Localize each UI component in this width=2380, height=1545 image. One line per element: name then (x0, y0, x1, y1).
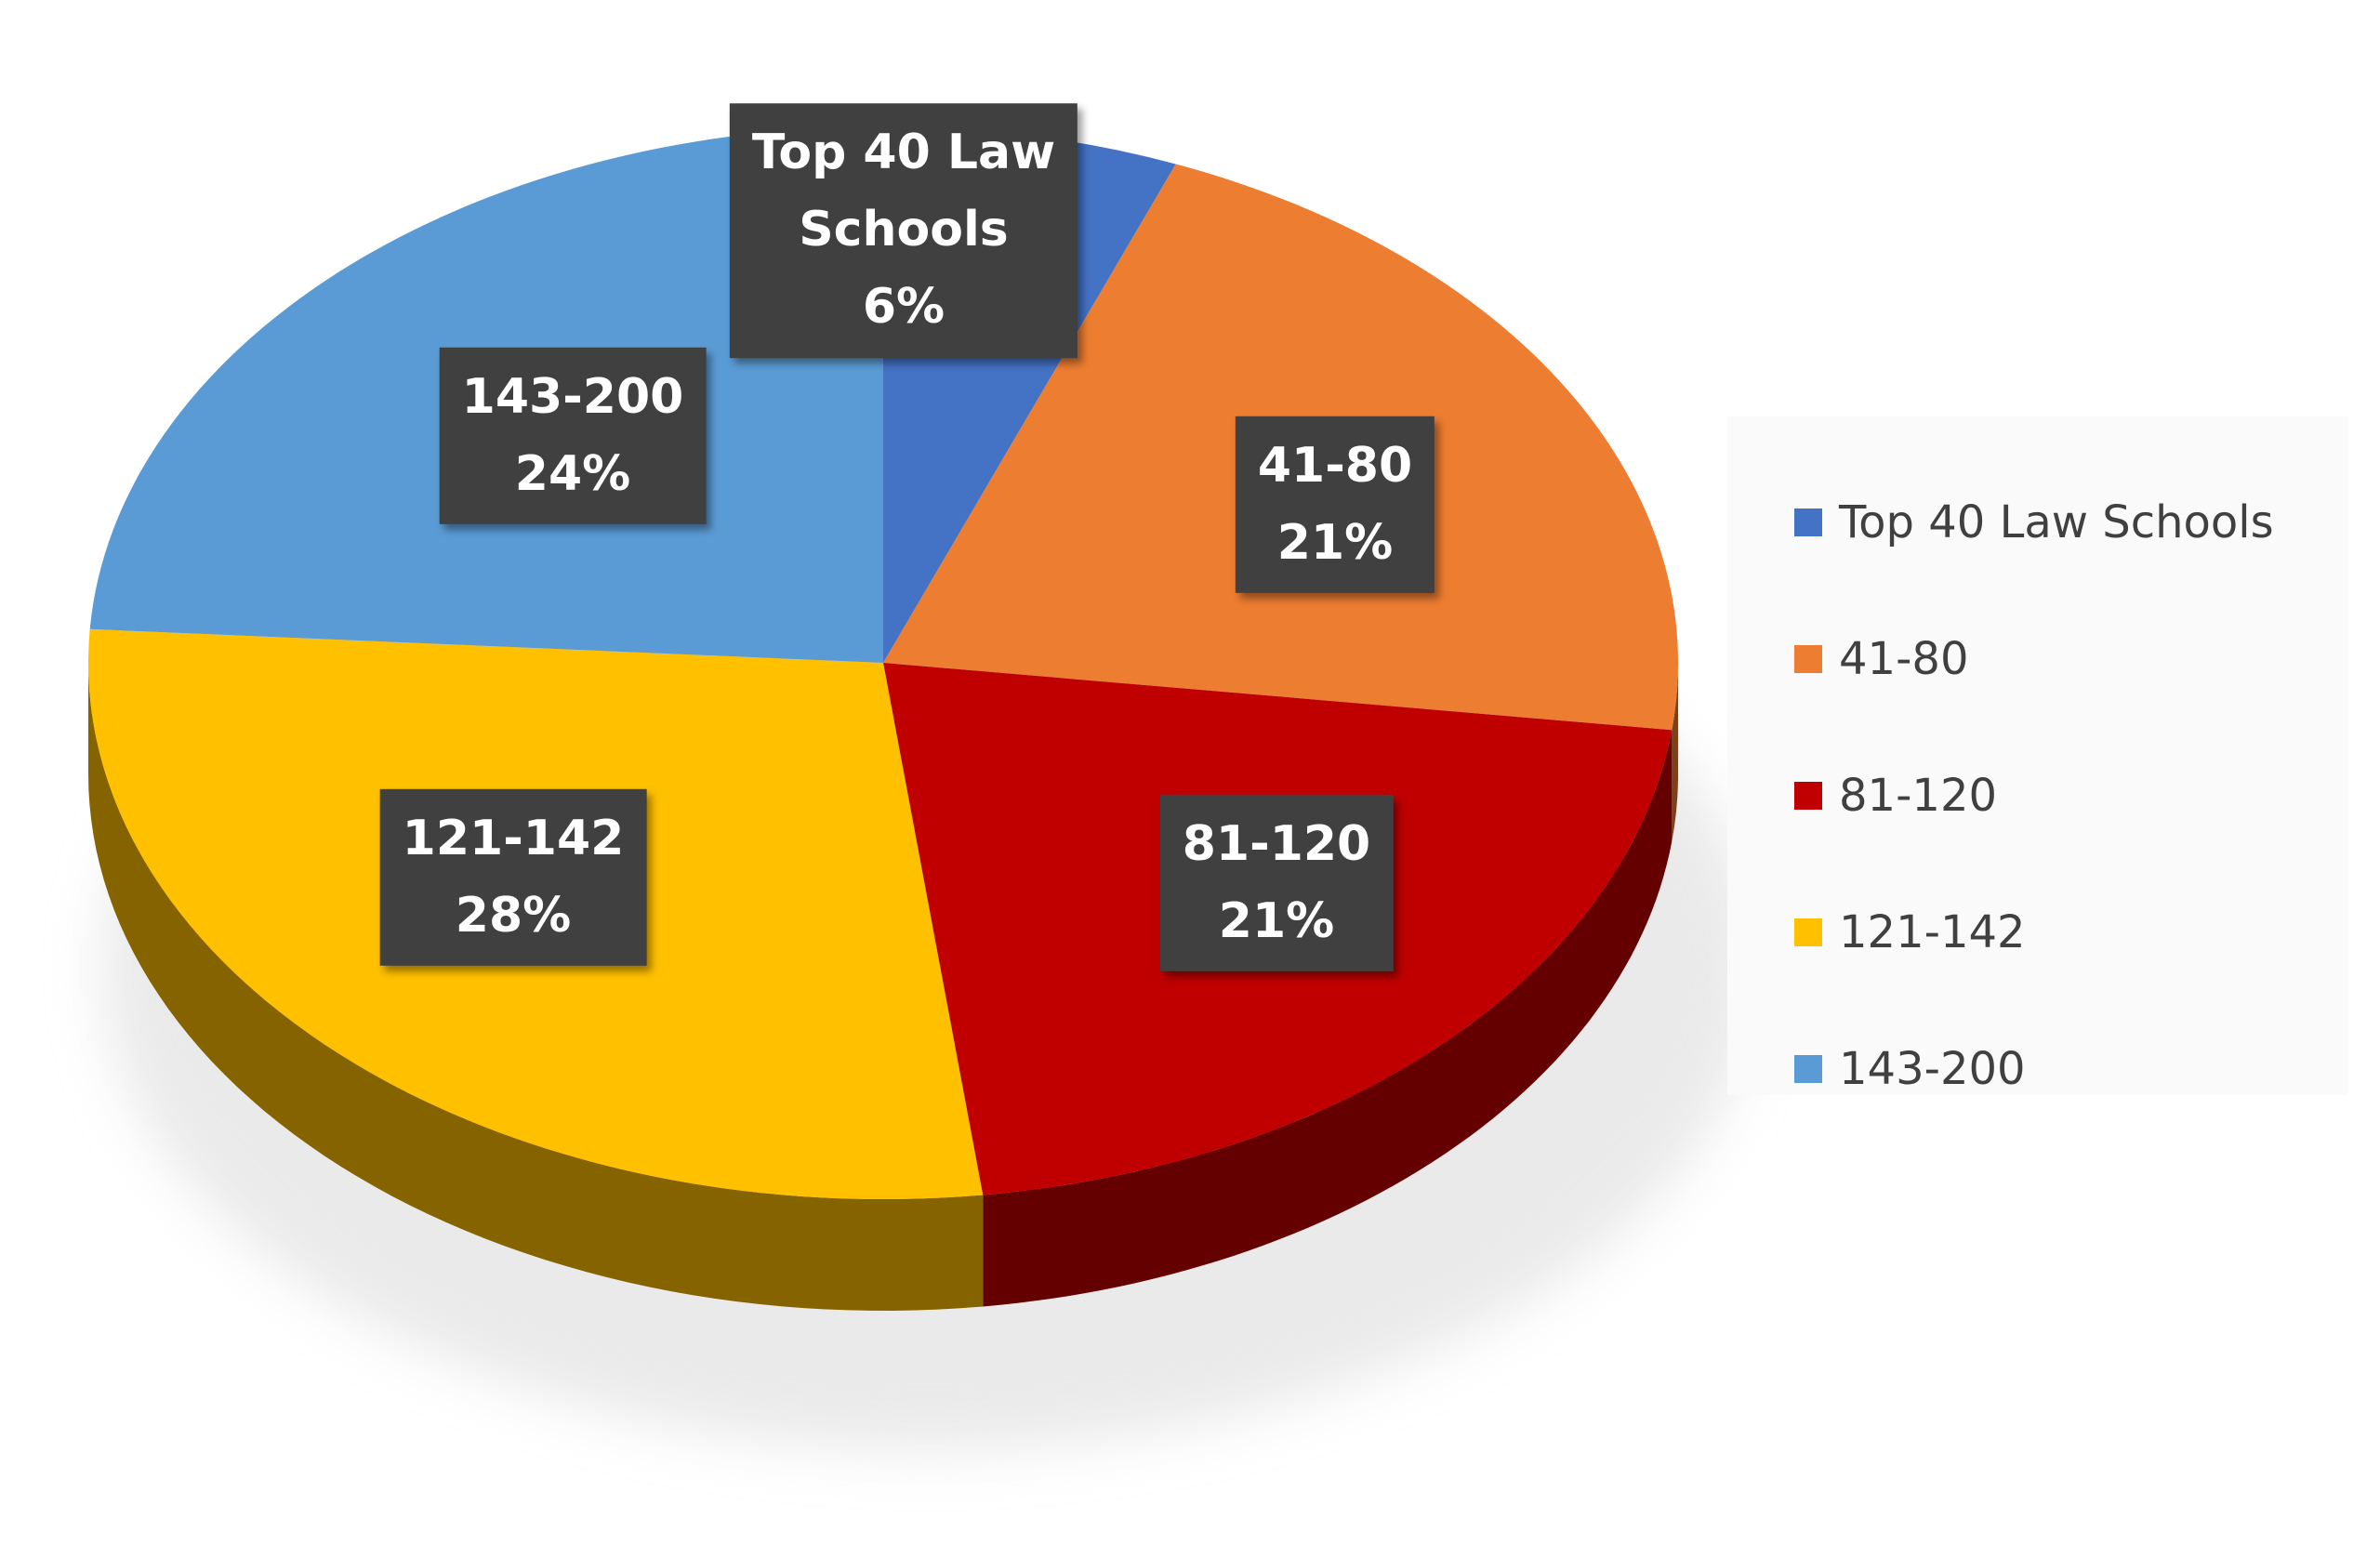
data-label-line: 24% (514, 446, 631, 502)
legend-item: 41-80 (1727, 590, 2347, 727)
legend-swatch (1794, 781, 1822, 810)
pie-side-1 (1672, 663, 1678, 842)
legend-item: 143-200 (1727, 1000, 2347, 1137)
data-label-line: 41-80 (1257, 437, 1413, 494)
data-label-line: 121-142 (402, 810, 625, 866)
legend-label: 81-120 (1839, 769, 1998, 822)
pie-side-2 (983, 730, 1673, 1307)
legend-swatch (1794, 508, 1822, 536)
data-label-line: Schools (799, 202, 1009, 258)
data-label-2: 81-120 21% (1159, 794, 1394, 972)
legend-label: 143-200 (1839, 1042, 2026, 1095)
data-label-3: 121-142 28% (379, 788, 647, 967)
chart-legend: Top 40 Law Schools 41-80 81-120 121-142 143-… (1727, 416, 2347, 1095)
legend-item: 81-120 (1727, 727, 2347, 864)
pie-side-3 (88, 663, 984, 1311)
legend-swatch (1794, 644, 1822, 673)
data-label-line: 21% (1218, 893, 1335, 949)
data-label-1: 41-80 21% (1235, 416, 1435, 594)
legend-label: Top 40 Law Schools (1839, 495, 2274, 548)
data-label-line: Top 40 Law (751, 125, 1056, 181)
data-label-line: 28% (455, 888, 572, 944)
legend-item: Top 40 Law Schools (1727, 454, 2347, 590)
legend-swatch (1794, 1054, 1822, 1083)
legend-label: 121-142 (1839, 905, 2026, 958)
legend-swatch (1794, 918, 1822, 946)
data-label-line: 143-200 (461, 368, 684, 425)
data-label-line: 81-120 (1182, 815, 1371, 872)
legend-label: 41-80 (1839, 632, 1969, 685)
legend-item: 121-142 (1727, 864, 2347, 1000)
data-label-line: 6% (862, 279, 945, 336)
data-label-4: 143-200 24% (439, 347, 707, 525)
data-label-0: Top 40 Law Schools 6% (729, 103, 1078, 358)
data-label-line: 21% (1276, 515, 1394, 571)
